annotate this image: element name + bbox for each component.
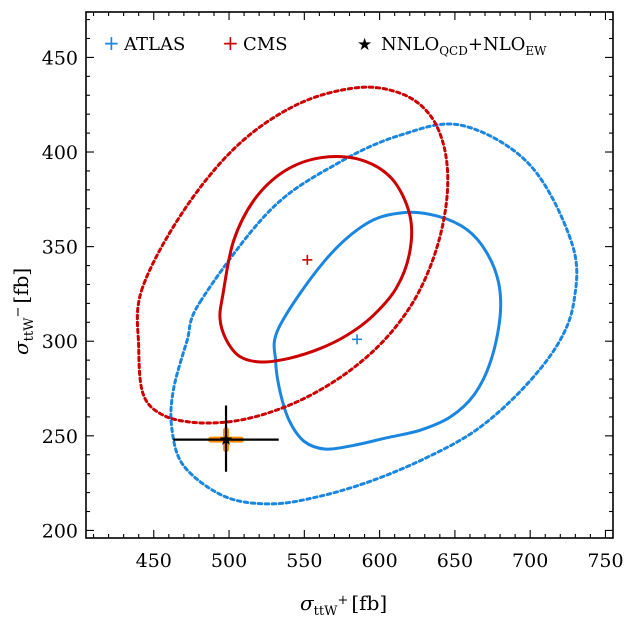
legend-theory-mid: +NLO: [468, 34, 526, 55]
atlas-contour-inner: [272, 210, 503, 451]
x-axis-label-unit: [fb]: [351, 591, 387, 615]
legend-theory-marker: ★: [357, 35, 372, 55]
y-tick-label: 300: [42, 331, 78, 353]
x-tick-label: 600: [361, 550, 397, 572]
theory-point-star: [219, 433, 233, 445]
legend-cms-label: CMS: [243, 34, 288, 55]
contour-layer: [135, 85, 579, 506]
y-tick-label: 350: [42, 237, 78, 259]
y-axis-label-sub: ttW: [22, 317, 37, 341]
y-axis-label-unit: [fb]: [9, 268, 33, 304]
cms-point: [302, 254, 313, 265]
y-tick-label: 250: [42, 426, 78, 448]
x-tick-label: 500: [211, 550, 247, 572]
y-axis-label-symbol: σ: [9, 340, 33, 355]
x-axis-ticks: [92, 12, 607, 538]
legend-cms-marker: +: [222, 31, 239, 55]
y-tick-label: 200: [42, 520, 78, 542]
x-axis-label-sup: +: [337, 593, 348, 608]
legend-theory-sub2: EW: [525, 44, 547, 58]
x-tick-label: 650: [437, 550, 473, 572]
x-axis-label: σttW+ [fb]: [300, 591, 387, 619]
x-tick-label: 750: [587, 550, 623, 572]
x-tick-label: 700: [512, 550, 548, 572]
x-axis-label-symbol: σ: [300, 591, 315, 615]
legend-theory-main: NNLO: [381, 34, 439, 55]
atlas-contour-outer: [169, 122, 579, 506]
y-axis-label: σttW− [fb]: [9, 268, 37, 355]
legend-atlas-label: ATLAS: [123, 34, 185, 55]
cms-contour-inner: [218, 155, 414, 364]
y-axis-label-sup: −: [11, 307, 26, 318]
cms-contour-outer: [135, 85, 450, 425]
x-tick-label: 450: [136, 550, 172, 572]
y-tick-label: 400: [42, 142, 78, 164]
legend-atlas-marker: +: [103, 31, 120, 55]
atlas-point: [352, 334, 363, 345]
measurement-points-layer: [302, 254, 363, 345]
legend-theory-label: NNLOQCD+NLOEW: [381, 34, 547, 58]
y-axis-tick-labels: 200 250 300 350 400 450: [42, 47, 78, 542]
x-tick-label: 550: [286, 550, 322, 572]
theory-layer: [173, 405, 279, 472]
x-axis-tick-labels: 450 500 550 600 650 700 750: [136, 550, 624, 572]
plot-frame: [85, 11, 614, 539]
y-axis-ticks: [86, 19, 613, 531]
x-axis-label-sub: ttW: [314, 604, 338, 619]
y-tick-label: 450: [42, 47, 78, 69]
legend-theory-sub1: QCD: [439, 44, 468, 58]
legend: + ATLAS + CMS ★ NNLOQCD+NLOEW: [103, 31, 547, 58]
